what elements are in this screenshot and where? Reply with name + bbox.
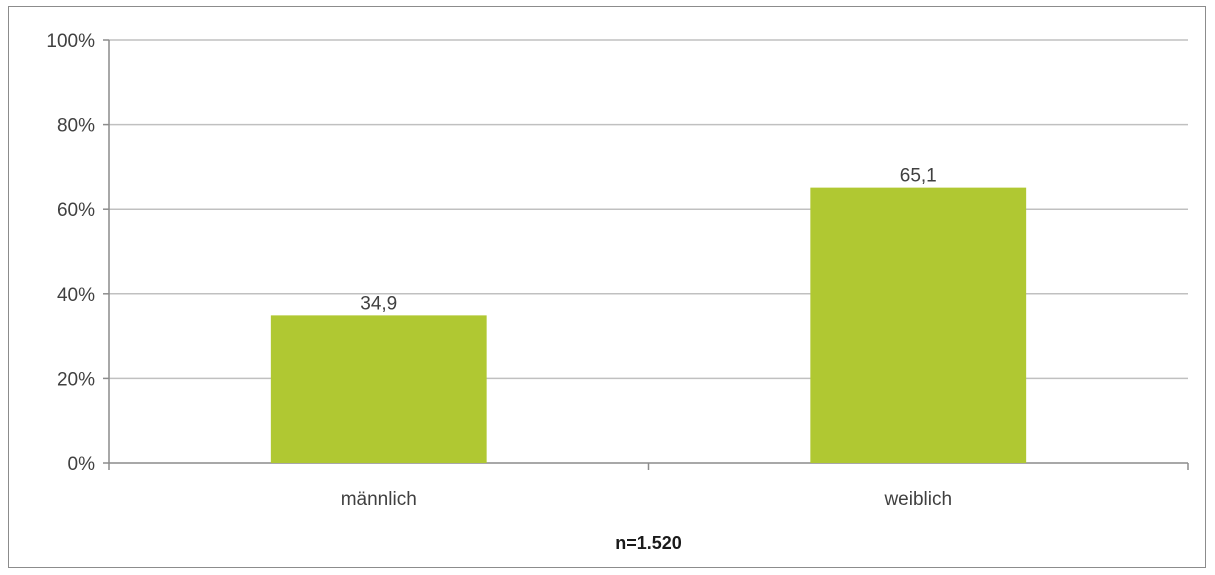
y-tick-label: 80%: [57, 116, 95, 137]
category-label: männlich: [341, 489, 417, 510]
category-label: weiblich: [883, 489, 952, 510]
data-label: 65,1: [900, 166, 937, 187]
data-label: 34,9: [360, 293, 397, 314]
y-tick-label: 20%: [57, 369, 95, 390]
y-tick-label: 40%: [57, 285, 95, 306]
bars: [270, 187, 1027, 463]
data-labels: 34,9 65,1: [360, 166, 936, 315]
y-tick-labels: 0% 20% 40% 60% 80% 100%: [46, 31, 109, 475]
bar-0: [270, 315, 487, 463]
category-labels: männlich weiblich: [108, 463, 1189, 510]
y-tick-label: 60%: [57, 200, 95, 221]
bar-1: [810, 187, 1027, 463]
x-axis-label: n=1.520: [615, 533, 682, 553]
y-tick-label: 100%: [46, 31, 95, 52]
y-tick-label: 0%: [68, 454, 96, 475]
